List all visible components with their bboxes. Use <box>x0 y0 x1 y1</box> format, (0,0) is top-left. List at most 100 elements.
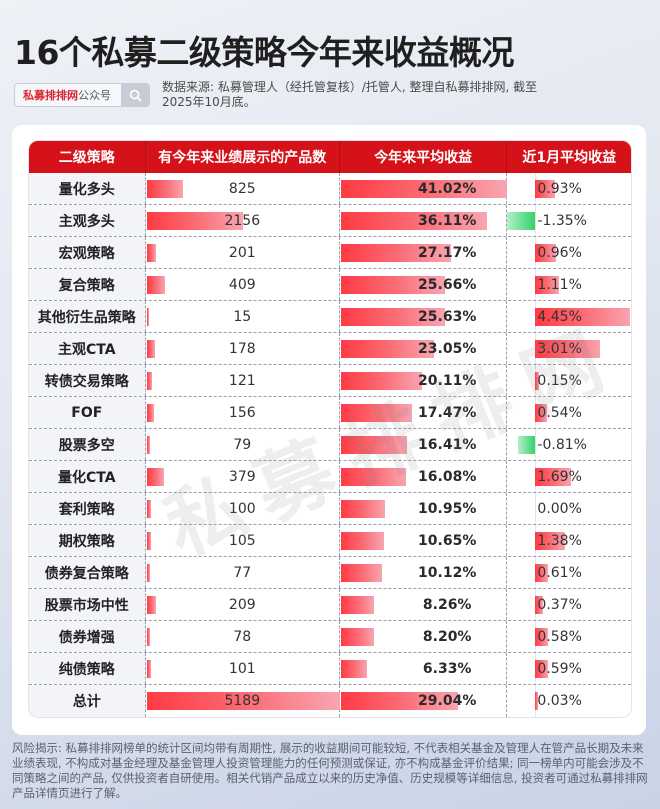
search-suffix: 公众号 <box>78 89 111 102</box>
search-box[interactable]: 私募排排网 公众号 <box>14 83 150 107</box>
ytd-return: 10.65% <box>418 532 477 549</box>
product-count-cell: 121 <box>146 365 340 396</box>
zero-axis <box>535 205 537 236</box>
one-month-return-cell: 1.38% <box>507 525 631 556</box>
one-month-return-cell: -1.35% <box>507 205 631 236</box>
ytd-return-cell: 10.65% <box>340 525 508 556</box>
ytd-return: 17.47% <box>418 404 477 421</box>
product-count: 156 <box>228 404 256 421</box>
positive-bar <box>535 628 548 646</box>
one-month-return: 0.54% <box>537 404 582 421</box>
product-count-cell: 379 <box>146 461 340 492</box>
count-bar <box>146 308 149 326</box>
product-count: 105 <box>228 532 256 549</box>
table-row: 转债交易策略 121 20.11% 0.15% <box>29 365 631 397</box>
ytd-return-cell: 27.17% <box>340 237 508 268</box>
zero-axis <box>535 493 537 524</box>
ytd-bar <box>340 212 488 230</box>
ytd-bar <box>340 564 382 582</box>
table-row: 债券增强 78 8.20% 0.58% <box>29 621 631 653</box>
product-count: 2156 <box>224 212 261 229</box>
count-bar <box>146 276 165 294</box>
ytd-return: 16.08% <box>418 468 477 485</box>
ytd-bar <box>340 628 375 646</box>
one-month-return: 0.15% <box>537 372 582 389</box>
one-month-return-cell: 0.61% <box>507 557 631 588</box>
one-month-return-cell: 0.58% <box>507 621 631 652</box>
ytd-return-cell: 20.11% <box>340 365 508 396</box>
search-button[interactable] <box>121 84 149 106</box>
product-count-cell: 78 <box>146 621 340 652</box>
count-bar <box>146 692 340 710</box>
one-month-return-cell: 0.00% <box>507 493 631 524</box>
product-count: 15 <box>233 308 252 325</box>
positive-bar <box>535 340 600 358</box>
ytd-return-cell: 10.12% <box>340 557 508 588</box>
positive-bar <box>535 244 556 262</box>
one-month-return-cell: -0.81% <box>507 429 631 460</box>
strategy-table: 二级策略 有今年来业绩展示的产品数 今年来平均收益 近1月平均收益 量化多头 82… <box>28 140 632 718</box>
one-month-return: -1.35% <box>537 212 587 229</box>
product-count: 79 <box>233 436 252 453</box>
positive-bar <box>535 532 565 550</box>
positive-bar <box>535 468 572 486</box>
ytd-bar <box>340 692 459 710</box>
strategy-name: 纯债策略 <box>29 653 146 684</box>
ytd-return: 20.11% <box>418 372 477 389</box>
one-month-return: 3.01% <box>537 340 582 357</box>
product-count: 5189 <box>224 693 261 709</box>
ytd-bar <box>340 276 445 294</box>
positive-bar <box>535 276 560 294</box>
product-count-cell: 2156 <box>146 205 340 236</box>
positive-bar <box>535 308 631 326</box>
product-count-cell: 209 <box>146 589 340 620</box>
ytd-return: 6.33% <box>422 660 472 677</box>
strategy-name: 期权策略 <box>29 525 146 556</box>
ytd-bar <box>340 436 408 454</box>
one-month-return-cell: 1.69% <box>507 461 631 492</box>
count-bar <box>146 500 152 518</box>
one-month-return: 0.61% <box>537 564 582 581</box>
product-count: 209 <box>228 596 256 613</box>
product-count: 379 <box>228 468 256 485</box>
ytd-return: 41.02% <box>418 180 477 197</box>
ytd-return: 36.11% <box>418 212 477 229</box>
one-month-return-cell: 0.93% <box>507 173 631 204</box>
header-1m: 近1月平均收益 <box>522 150 617 166</box>
one-month-return: -0.81% <box>537 436 587 453</box>
table-header: 二级策略 有今年来业绩展示的产品数 今年来平均收益 近1月平均收益 <box>29 141 631 173</box>
ytd-bar <box>340 532 385 550</box>
ytd-return: 8.26% <box>422 596 472 613</box>
one-month-return-cell: 0.54% <box>507 397 631 428</box>
ytd-bar <box>340 468 407 486</box>
data-source-note: 数据来源: 私募管理人（经托管复核）/托管人, 整理自私募排排网, 截至2025… <box>162 80 538 109</box>
one-month-return: 4.45% <box>537 308 582 325</box>
ytd-return-cell: 36.11% <box>340 205 508 236</box>
strategy-name: 主观CTA <box>29 333 146 364</box>
search-brand: 私募排排网 <box>23 89 78 102</box>
ytd-return-cell: 6.33% <box>340 653 508 684</box>
one-month-return-cell: 0.03% <box>507 685 631 717</box>
one-month-return-cell: 3.01% <box>507 333 631 364</box>
ytd-bar <box>340 596 375 614</box>
product-count-cell: 77 <box>146 557 340 588</box>
ytd-return-cell: 41.02% <box>340 173 508 204</box>
strategy-name: 套利策略 <box>29 493 146 524</box>
product-count-cell: 105 <box>146 525 340 556</box>
positive-bar <box>535 180 556 198</box>
table-row: 其他衍生品策略 15 25.63% 4.45% <box>29 301 631 333</box>
product-count: 201 <box>228 244 256 261</box>
ytd-return: 27.17% <box>418 244 477 261</box>
table-row: 量化CTA 379 16.08% 1.69% <box>29 461 631 493</box>
ytd-bar <box>340 340 435 358</box>
table-row: 股票市场中性 209 8.26% 0.37% <box>29 589 631 621</box>
ytd-bar <box>340 180 507 198</box>
ytd-return-cell: 25.63% <box>340 301 508 332</box>
strategy-name: 量化CTA <box>29 461 146 492</box>
one-month-return-cell: 1.11% <box>507 269 631 300</box>
product-count: 825 <box>228 180 256 197</box>
header-strategy: 二级策略 <box>29 141 146 173</box>
table-row: 套利策略 100 10.95% 0.00% <box>29 493 631 525</box>
one-month-return: 0.96% <box>537 244 582 261</box>
strategy-name: 量化多头 <box>29 173 146 204</box>
